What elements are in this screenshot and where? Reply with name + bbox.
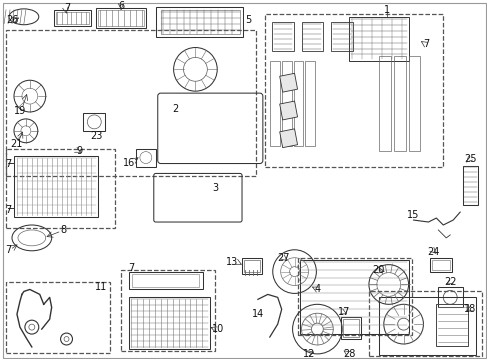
Bar (129, 271, 203, 289)
Bar (305, 62, 315, 146)
Text: 20: 20 (372, 265, 384, 275)
Text: 23: 23 (90, 131, 102, 141)
Bar (54, 10, 91, 26)
Bar (6, 30, 255, 176)
Bar (435, 304, 467, 346)
Bar (378, 57, 390, 150)
Text: 25: 25 (463, 154, 475, 163)
Bar (437, 288, 462, 307)
Text: 12: 12 (303, 349, 315, 359)
Text: 26: 26 (6, 15, 18, 25)
Bar (121, 270, 215, 351)
Bar (132, 274, 199, 288)
Bar (129, 297, 210, 349)
Bar (136, 149, 156, 167)
Bar (264, 14, 443, 167)
Bar (378, 297, 475, 355)
Bar (83, 113, 105, 131)
Text: 8: 8 (61, 225, 66, 235)
Bar (14, 156, 98, 217)
Text: 19: 19 (14, 106, 26, 116)
Bar (368, 292, 481, 356)
Bar (330, 22, 352, 51)
Bar (393, 57, 405, 150)
Text: 7: 7 (127, 263, 134, 273)
Bar (96, 8, 145, 28)
Bar (348, 17, 408, 62)
Bar (271, 22, 293, 51)
Text: 11: 11 (95, 283, 107, 292)
Bar (56, 12, 89, 24)
Text: 10: 10 (212, 324, 224, 334)
Bar (6, 149, 115, 228)
Text: 22: 22 (443, 276, 455, 287)
Text: 5: 5 (244, 15, 250, 25)
Bar (244, 260, 259, 271)
Polygon shape (279, 101, 297, 120)
Text: 2: 2 (172, 104, 178, 114)
Text: 3: 3 (212, 183, 218, 193)
Bar (299, 260, 408, 334)
Bar (293, 62, 303, 146)
Bar (431, 260, 449, 270)
Polygon shape (279, 129, 297, 148)
Text: 24: 24 (427, 247, 439, 257)
Bar (156, 7, 243, 37)
Text: 7: 7 (423, 39, 428, 49)
Bar (281, 62, 291, 146)
Text: 4: 4 (314, 284, 320, 294)
Text: 17: 17 (337, 307, 349, 317)
Text: 15: 15 (407, 210, 419, 220)
Bar (462, 166, 477, 205)
Bar (269, 62, 279, 146)
Text: 7: 7 (5, 158, 11, 168)
Bar (429, 258, 451, 271)
Bar (301, 22, 323, 51)
Text: 7: 7 (5, 245, 11, 255)
Bar (341, 317, 360, 339)
Text: 6: 6 (118, 1, 124, 11)
Bar (98, 10, 143, 26)
Bar (408, 57, 420, 150)
Bar (161, 10, 240, 33)
Text: 13: 13 (225, 257, 238, 267)
Text: 9: 9 (76, 146, 82, 156)
Text: 21: 21 (10, 139, 22, 149)
Polygon shape (279, 73, 297, 92)
Bar (242, 258, 261, 274)
Bar (6, 282, 110, 353)
Text: 28: 28 (342, 349, 355, 359)
Text: 7: 7 (64, 3, 70, 13)
Text: 27: 27 (277, 253, 289, 263)
Text: 7: 7 (5, 205, 11, 215)
Text: 18: 18 (463, 304, 475, 314)
Bar (297, 258, 411, 335)
Text: 1: 1 (383, 5, 389, 15)
Bar (343, 319, 358, 337)
Text: 14: 14 (251, 309, 264, 319)
Text: 16: 16 (122, 158, 135, 167)
